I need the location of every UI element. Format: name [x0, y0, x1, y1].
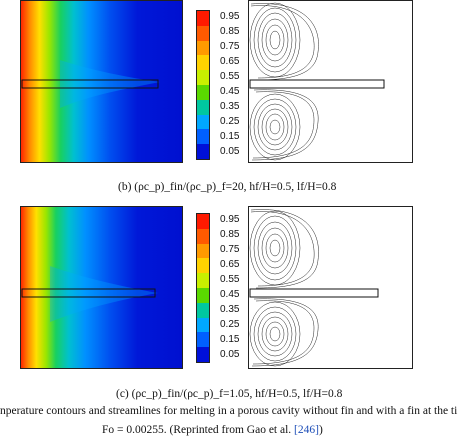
temperature-contour-plot-c: [20, 206, 183, 369]
caption-b-expr: (ρc_p)_fin/(ρc_p)_f=20, hf/H=0.5, lf/H=0…: [134, 181, 337, 193]
caption-b-label: (b): [118, 181, 132, 193]
tick-label: 0.25: [220, 319, 240, 330]
figure-caption-text: Fo = 0.00255. (Reprinted from Gao et al.: [102, 424, 292, 436]
tick-label: 0.85: [220, 229, 240, 240]
tick-label: 0.85: [220, 26, 240, 37]
tick-label: 0.95: [220, 11, 240, 22]
fin-b-left: [21, 79, 159, 89]
caption-c: (c) (ρc_p)_fin/(ρc_p)_f=1.05, hf/H=0.5, …: [116, 388, 342, 400]
colorbar-b-ticks: 0.95 0.85 0.75 0.65 0.55 0.45 0.35 0.25 …: [220, 10, 250, 160]
figure-caption-line2: Fo = 0.00255. (Reprinted from Gao et al.…: [102, 424, 323, 436]
tick-label: 0.75: [220, 244, 240, 255]
fin-c-right: [249, 288, 379, 298]
caption-c-expr: (ρc_p)_fin/(ρc_p)_f=1.05, hf/H=0.5, lf/H…: [131, 388, 343, 400]
reference-link[interactable]: [246]: [294, 424, 319, 436]
colorbar-c: [196, 213, 210, 363]
tick-label: 0.75: [220, 41, 240, 52]
tick-label: 0.65: [220, 56, 240, 67]
caption-c-label: (c): [116, 388, 129, 400]
streamline-plot-b: [248, 0, 413, 163]
fin-c-left: [21, 288, 156, 298]
figure-caption-line1: nperature contours and streamlines for m…: [0, 405, 458, 417]
tick-label: 0.65: [220, 259, 240, 270]
tick-label: 0.05: [220, 349, 240, 360]
tick-label: 0.95: [220, 214, 240, 225]
colorbar-b: [196, 10, 210, 160]
tick-label: 0.25: [220, 116, 240, 127]
tick-label: 0.15: [220, 131, 240, 142]
streamline-plot-c: [248, 206, 413, 369]
fin-b-right: [249, 79, 385, 89]
figure-caption-close: ): [318, 424, 323, 436]
temperature-contour-plot-b: [20, 0, 183, 163]
tick-label: 0.05: [220, 146, 240, 157]
tick-label: 0.15: [220, 334, 240, 345]
tick-label: 0.45: [220, 86, 240, 97]
tick-label: 0.55: [220, 71, 240, 82]
colorbar-c-ticks: 0.95 0.85 0.75 0.65 0.55 0.45 0.35 0.25 …: [220, 213, 250, 363]
tick-label: 0.45: [220, 289, 240, 300]
tick-label: 0.35: [220, 304, 240, 315]
tick-label: 0.55: [220, 274, 240, 285]
caption-b: (b) (ρc_p)_fin/(ρc_p)_f=20, hf/H=0.5, lf…: [118, 181, 336, 193]
tick-label: 0.35: [220, 101, 240, 112]
